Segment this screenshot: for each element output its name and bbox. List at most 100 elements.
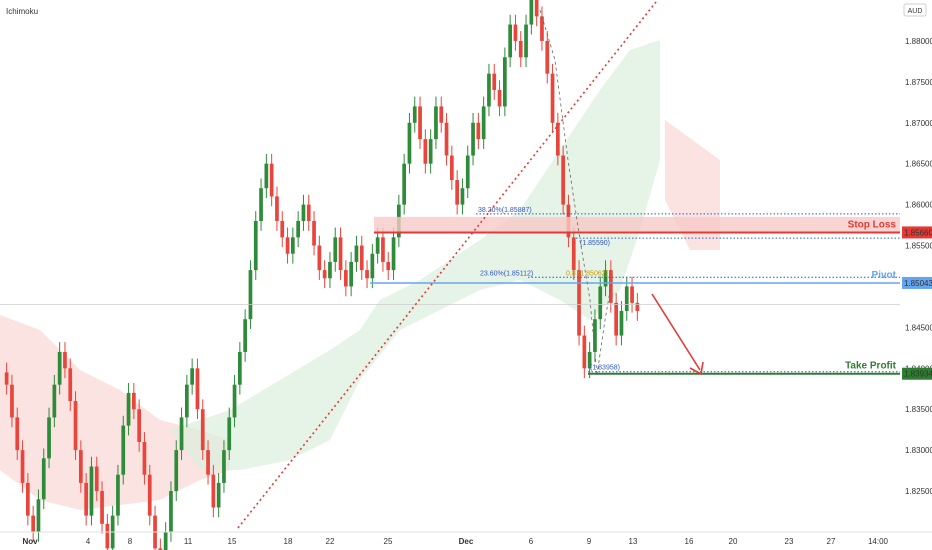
candle-body bbox=[317, 245, 322, 271]
candle-body bbox=[10, 384, 14, 418]
candle-body bbox=[232, 384, 237, 418]
candle-body bbox=[381, 237, 385, 262]
candle-body bbox=[322, 270, 327, 279]
indicator-label: Ichimoku bbox=[6, 7, 38, 16]
trend-line[interactable] bbox=[237, 1, 657, 529]
projection-arrow-head bbox=[689, 361, 704, 376]
candle-body bbox=[126, 392, 131, 426]
candle-body bbox=[465, 155, 470, 189]
x-tick-label: Dec bbox=[459, 537, 474, 546]
candle-body bbox=[131, 392, 136, 410]
candle-body bbox=[487, 73, 491, 107]
cloud-red-left bbox=[0, 315, 230, 510]
fib-guide-line bbox=[539, 9, 598, 376]
candle-body bbox=[582, 335, 587, 369]
y-tick-label: 1.87500 bbox=[905, 78, 932, 87]
candle-body bbox=[577, 270, 581, 336]
candle-body bbox=[418, 106, 422, 140]
candle-body bbox=[100, 491, 104, 524]
candle-body bbox=[116, 474, 120, 516]
y-axis: 1.88000 1.87500 1.87000 1.86500 1.86000 1.855… bbox=[902, 37, 932, 496]
currency-box[interactable] bbox=[903, 3, 927, 17]
candle-body bbox=[529, 0, 534, 25]
ichimoku-cloud bbox=[0, 40, 720, 510]
candle-body bbox=[264, 163, 269, 189]
candle-body bbox=[370, 253, 375, 279]
candle-body bbox=[280, 220, 285, 238]
candle-body bbox=[169, 491, 173, 532]
candle-body bbox=[15, 417, 20, 451]
y-tick-label: 1.86000 bbox=[905, 201, 932, 210]
candle-body bbox=[359, 245, 364, 271]
candle-body bbox=[200, 409, 205, 451]
x-axis: Nov 4 8 11 15 18 22 25 Dec 6 9 13 16 20 23 27 14:00 bbox=[0, 531, 932, 546]
candle-body bbox=[243, 319, 248, 352]
candle-body bbox=[312, 220, 316, 246]
take-profit-label: Take Profit bbox=[845, 361, 897, 372]
x-tick-label: 15 bbox=[228, 537, 237, 546]
candle-body bbox=[402, 163, 407, 205]
candle-body bbox=[121, 425, 126, 475]
candle-body bbox=[41, 458, 46, 500]
candle-body bbox=[89, 466, 94, 516]
candle-body bbox=[179, 417, 184, 451]
candle-body bbox=[94, 466, 99, 492]
candle-body bbox=[423, 139, 428, 164]
y-tick-label: 1.83500 bbox=[905, 405, 932, 414]
candle-body bbox=[248, 270, 253, 320]
pivot-label: Pivot bbox=[872, 270, 897, 281]
candle-body bbox=[492, 73, 497, 91]
candle-body bbox=[608, 270, 613, 303]
candle-body bbox=[524, 24, 528, 58]
candles bbox=[4, 0, 640, 550]
candle-body bbox=[301, 204, 306, 221]
projection-arrow-line bbox=[651, 293, 701, 371]
y-tick-label: 1.86500 bbox=[905, 160, 932, 169]
candle-body bbox=[476, 122, 481, 140]
stop-loss-badge bbox=[902, 226, 932, 239]
candle-body bbox=[545, 40, 550, 74]
candle-body bbox=[598, 286, 603, 320]
candle-body bbox=[63, 351, 67, 369]
pivot-value: 1.85043 bbox=[904, 279, 932, 288]
candle-body bbox=[561, 155, 566, 205]
candle-body bbox=[253, 220, 258, 271]
fib-high-label: (1.85590) bbox=[580, 240, 610, 247]
x-tick-label: 25 bbox=[384, 537, 393, 546]
x-tick-label: 11 bbox=[184, 537, 193, 546]
fib-38-label: 38.20%(1.85887) bbox=[478, 207, 532, 214]
candle-body bbox=[269, 163, 274, 197]
candle-body bbox=[195, 368, 200, 410]
candle-body bbox=[428, 139, 433, 164]
candle-body bbox=[84, 482, 89, 516]
candle-body bbox=[31, 515, 36, 532]
candle-body bbox=[540, 16, 544, 41]
candle-body bbox=[290, 237, 295, 254]
candle-body bbox=[57, 351, 62, 385]
fib-guide-line-2 bbox=[596, 279, 613, 376]
candle-body bbox=[550, 73, 555, 123]
candle-body bbox=[211, 474, 216, 508]
x-tick-label: 23 bbox=[785, 537, 794, 546]
candle-body bbox=[497, 90, 502, 107]
cloud-green bbox=[170, 40, 660, 470]
candle-body bbox=[333, 237, 338, 262]
candle-body bbox=[571, 237, 576, 271]
candle-body bbox=[365, 270, 369, 279]
candle-body bbox=[163, 532, 168, 550]
candle-body bbox=[142, 441, 147, 475]
candle-body bbox=[20, 450, 25, 483]
candle-body bbox=[630, 286, 634, 303]
x-tick-label: 13 bbox=[629, 537, 638, 546]
candle-body bbox=[593, 319, 597, 352]
candle-body bbox=[78, 450, 83, 483]
candle-body bbox=[444, 122, 449, 156]
x-tick-label: 27 bbox=[827, 537, 836, 546]
candle-body bbox=[481, 106, 486, 140]
candle-body bbox=[275, 196, 279, 221]
candle-body bbox=[73, 401, 78, 451]
stop-loss-value: 1.85660 bbox=[904, 228, 932, 237]
x-tick-label: 22 bbox=[326, 537, 335, 546]
